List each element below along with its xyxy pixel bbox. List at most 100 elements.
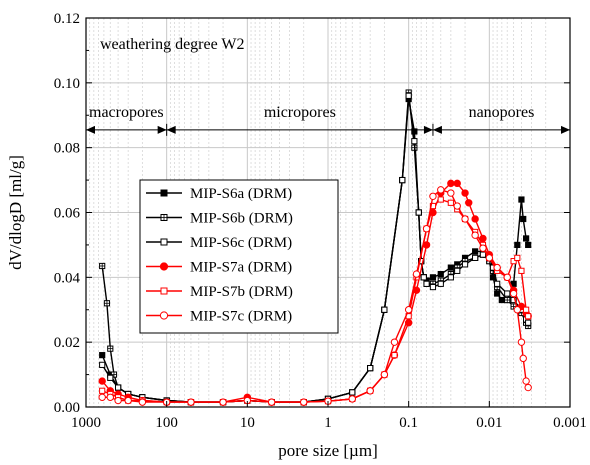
data-point [494,280,501,287]
data-point [437,280,444,287]
data-point [503,273,511,282]
legend-item: MIP-S7c (DRM) [146,309,292,325]
data-point [447,274,454,281]
legend-item: MIP-S7a (DRM) [146,260,292,276]
data-point [399,176,406,184]
x-tick-label: 0.01 [476,415,502,431]
region-arrowhead [157,125,167,134]
legend: MIP-S6a (DRM) MIP-S6b (DRM) MIP-S6c (DRM) M… [139,179,339,334]
data-point [509,289,518,298]
data-point [454,267,461,274]
data-point [367,365,374,372]
data-point [472,248,479,255]
data-point [453,202,461,210]
data-point [447,199,454,206]
data-point [520,215,527,223]
data-point [471,215,479,223]
data-point [404,306,413,314]
data-point [159,311,169,320]
data-point [453,179,461,188]
data-point [429,283,437,291]
data-point [187,398,195,406]
data-point [412,270,421,278]
data-point [437,186,445,194]
data-point [494,290,501,297]
legend-box [139,179,339,334]
data-point [437,270,444,278]
y-tick-label: 0.08 [54,141,80,157]
data-point [517,338,526,346]
data-point [115,384,122,391]
data-point [138,398,147,406]
series-layer [98,89,532,406]
data-point [461,189,469,197]
pore-regions: macropores micropores nanopores [85,104,570,136]
data-point [518,196,525,203]
region-arrowhead [432,125,442,134]
data-point [524,383,532,392]
y-tick-label: 0.02 [54,335,80,351]
data-point [525,319,532,326]
x-axis-title: pore size [µm] [278,441,377,460]
region-arrowhead [166,125,176,134]
legend-label: MIP-S6c (DRM) [190,235,292,251]
data-point [518,267,525,274]
y-tick-label: 0.06 [54,206,81,222]
data-point [160,287,168,295]
data-point [429,192,437,200]
y-tick-label: 0.04 [54,270,81,286]
data-point [513,306,522,314]
data-point [504,290,511,297]
legend-item: MIP-S6a (DRM) [146,186,292,202]
x-tick-label: 0.1 [399,415,418,431]
data-point [99,352,106,359]
data-point [160,238,168,246]
legend-item: MIP-S6c (DRM) [146,235,292,251]
grid [85,17,571,408]
legend-label: MIP-S6a (DRM) [190,186,292,202]
legend-item: MIP-S7b (DRM) [146,284,293,300]
y-axis-title: dV/dlogD [ml/g] [6,155,25,270]
y-tick-label: 0.00 [54,400,80,416]
data-point [471,231,479,239]
data-point [514,254,521,261]
x-tick-label: 10 [240,415,255,431]
data-point [98,393,106,401]
region-arrowhead [561,125,570,134]
region-label: micropores [264,104,336,121]
data-point [519,354,527,363]
data-point [124,396,132,405]
data-point [99,361,106,368]
data-point [461,215,469,223]
data-point [159,262,169,271]
data-point [523,235,530,242]
x-tick-label: 100 [155,415,178,431]
data-point [514,241,521,249]
data-point [381,306,388,313]
data-point [160,189,168,197]
data-point [366,387,374,395]
data-point [391,352,398,359]
annotation-label: weathering degree W2 [100,36,245,53]
legend-label: MIP-S6b (DRM) [190,211,293,227]
y-tick-label: 0.12 [54,11,80,27]
data-point [510,258,517,265]
legend-label: MIP-S7b (DRM) [190,284,293,300]
data-point [465,199,473,207]
series-6 [98,186,532,406]
data-point [405,92,412,99]
data-point [411,138,418,145]
data-point [349,389,356,396]
data-point [114,396,122,405]
data-point [461,261,469,268]
region-arrowhead [86,125,95,134]
data-point [420,274,427,281]
data-point [472,254,479,261]
legend-label: MIP-S7c (DRM) [190,309,292,325]
data-point [437,196,444,203]
data-point [348,395,356,403]
data-point [447,179,455,188]
data-point [99,387,106,394]
data-point [485,254,494,262]
